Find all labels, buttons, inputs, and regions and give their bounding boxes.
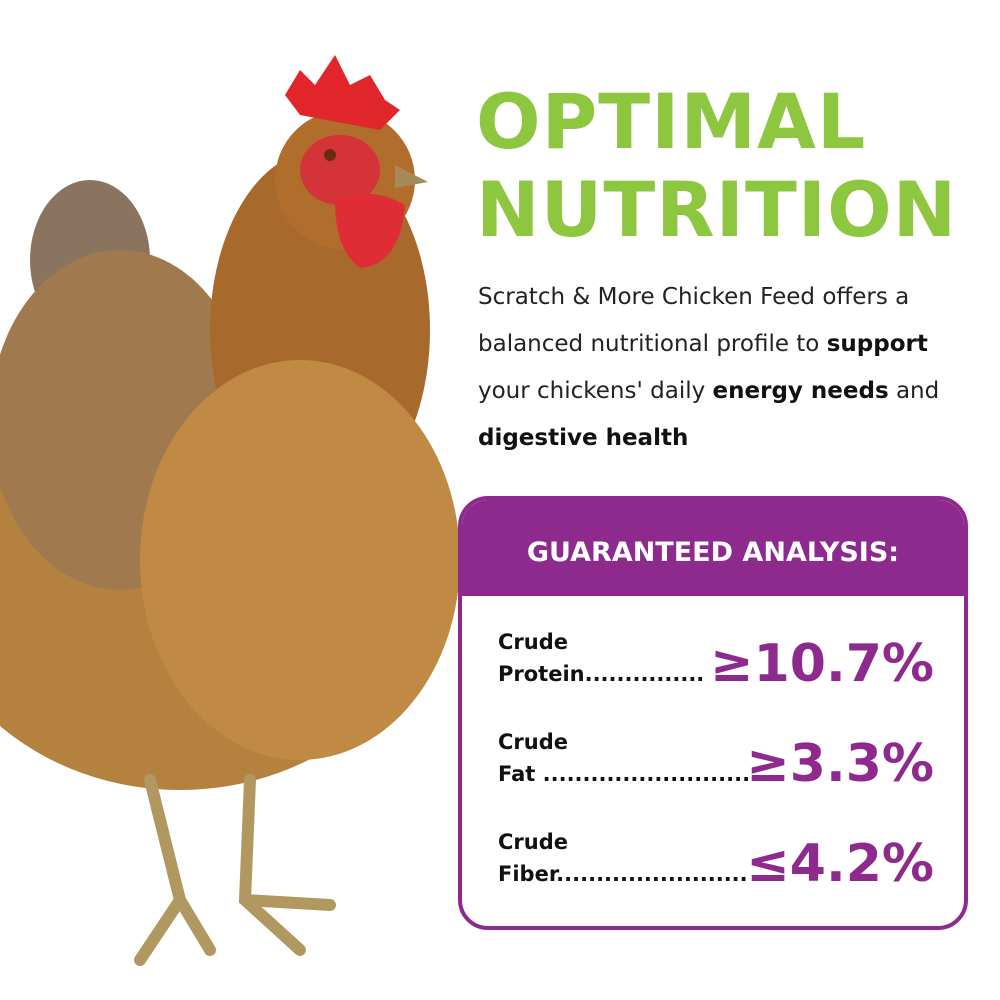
analysis-row: Crude Fiber........................ ≤4.2% xyxy=(498,826,934,906)
title-line: NUTRITION xyxy=(476,165,958,254)
label-line: Fat .......................... xyxy=(498,762,751,786)
title: OPTIMAL NUTRITION xyxy=(476,78,957,254)
label-line: Crude xyxy=(498,630,568,654)
nutrient-label: Crude Fiber........................ xyxy=(498,826,748,890)
hen-illustration xyxy=(0,55,460,966)
bold-text: support xyxy=(826,331,928,357)
nutrient-value: ≥3.3% xyxy=(746,734,934,794)
text: your chickens' daily xyxy=(478,378,713,404)
nutrient-label: Crude Fat .......................... xyxy=(498,726,750,790)
nutrient-label: Crude Protein............... xyxy=(498,626,704,690)
bold-text: energy needs xyxy=(712,378,889,404)
analysis-heading: GUARANTEED ANALYSIS: xyxy=(462,500,964,596)
description: Scratch & More Chicken Feed offers a bal… xyxy=(478,274,968,462)
label-line: Protein............... xyxy=(498,662,705,686)
text: Scratch & More Chicken Feed offers a bal… xyxy=(478,284,910,357)
analysis-row: Crude Fat .......................... ≥3.3% xyxy=(498,726,934,806)
label-line: Crude xyxy=(498,730,568,754)
analysis-row: Crude Protein............... ≥10.7% xyxy=(498,626,934,706)
nutrient-value: ≤4.2% xyxy=(746,834,934,894)
title-line: OPTIMAL xyxy=(476,77,867,166)
text: and xyxy=(888,378,940,404)
analysis-box: GUARANTEED ANALYSIS: Crude Protein.......… xyxy=(458,496,968,930)
label-line: Fiber........................ xyxy=(498,862,748,886)
label-line: Crude xyxy=(498,830,568,854)
nutrient-value: ≥10.7% xyxy=(710,634,934,694)
bold-text: digestive health xyxy=(478,425,689,451)
